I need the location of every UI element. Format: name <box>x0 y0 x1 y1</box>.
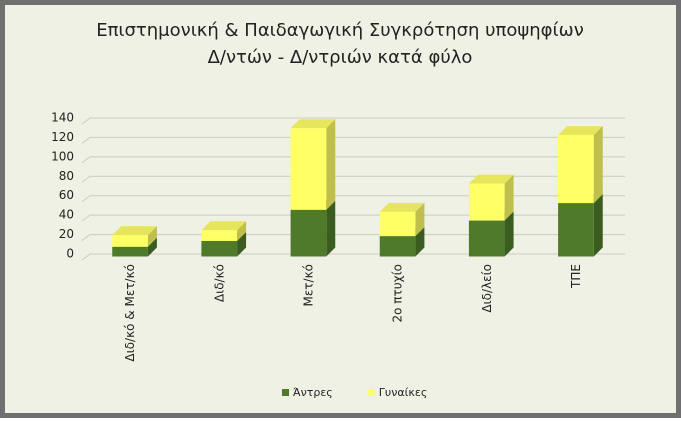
bar <box>379 236 416 257</box>
bar <box>290 209 327 257</box>
bar-side <box>593 126 603 204</box>
bar <box>468 183 505 221</box>
grid-line <box>81 175 625 183</box>
grid-line <box>81 117 625 125</box>
bar <box>468 220 505 257</box>
bar-side <box>147 226 157 247</box>
bar-side <box>147 237 157 257</box>
bar-top <box>290 119 336 129</box>
bar-side <box>326 119 336 210</box>
x-tick-label: Μετ/κό <box>301 264 315 307</box>
bar-side <box>415 227 425 257</box>
grid-line <box>81 156 625 164</box>
bar-top <box>558 126 603 136</box>
bar <box>290 128 327 210</box>
y-tick-label: 40 <box>59 208 74 222</box>
bar <box>558 203 594 257</box>
legend-swatch <box>367 389 375 396</box>
bar-side <box>504 174 514 221</box>
bar-top <box>379 202 425 212</box>
bar <box>112 235 148 247</box>
y-tick-label: 0 <box>66 247 74 261</box>
legend-label: Άντρες <box>293 386 333 399</box>
x-tick-label: 2ο πτυχίο <box>391 264 405 323</box>
bar-top <box>201 221 247 231</box>
bar-top <box>112 226 157 236</box>
legend-swatch <box>282 389 289 396</box>
grid-line <box>81 253 625 261</box>
grid-line <box>81 234 625 241</box>
bar-side <box>415 202 425 237</box>
x-tick-label: Διδ/κό & Μετ/κό <box>123 264 137 362</box>
y-tick-label: 120 <box>51 130 74 144</box>
x-tick-label: Διδ/λείο <box>480 264 494 313</box>
y-tick-label: 140 <box>51 111 74 125</box>
bar <box>112 246 148 257</box>
grid-line <box>81 214 625 222</box>
chart-title: Δ/ντών - Δ/ντριών κατά φύλο <box>208 47 473 68</box>
x-tick-label: ΤΠΕ <box>569 264 583 289</box>
bar <box>558 135 594 204</box>
bar-side <box>504 211 514 257</box>
bar-top <box>468 174 514 184</box>
bar-side <box>326 200 336 257</box>
y-tick-label: 80 <box>59 169 74 183</box>
y-tick-label: 60 <box>59 188 74 202</box>
y-tick-label: 20 <box>59 227 74 241</box>
y-tick-label: 100 <box>51 149 74 163</box>
bar <box>201 240 238 257</box>
legend-label: Γυναίκες <box>379 386 428 399</box>
bar-side <box>593 194 603 257</box>
bar-side <box>237 221 247 241</box>
bar-side <box>237 231 247 257</box>
bar <box>379 211 416 237</box>
bar <box>201 230 238 241</box>
chart-title: Επιστημονική & Παιδαγωγική Συγκρότηση υπ… <box>96 20 584 41</box>
x-tick-label: Διδ/κό <box>212 264 226 302</box>
grid-line <box>81 136 625 144</box>
grid-line <box>81 195 625 203</box>
